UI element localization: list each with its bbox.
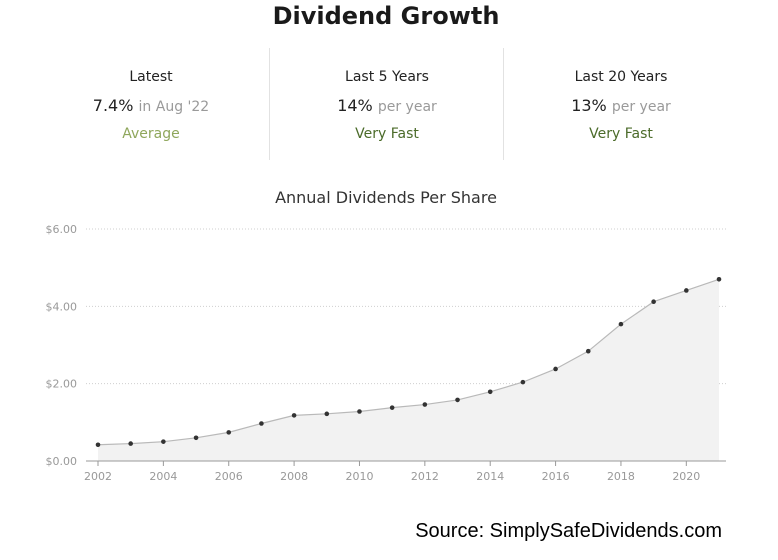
data-point xyxy=(291,413,297,418)
data-point xyxy=(716,276,722,282)
page-title: Dividend Growth xyxy=(272,2,500,30)
data-point xyxy=(455,397,460,403)
stat-value: 7.4% in Aug '22 xyxy=(34,96,268,115)
x-tick-label: 2004 xyxy=(149,470,177,483)
stat-value: 13% per year xyxy=(504,96,738,115)
dividends-chart: $0.00 $2.00 $4.00 $6.00 2002 2004 2006 2008 2010… xyxy=(46,223,726,483)
y-tick-label: $0.00 xyxy=(46,455,78,468)
data-point xyxy=(193,435,199,441)
stat-label: Latest xyxy=(129,69,173,85)
stat-label: Last 5 Years xyxy=(345,69,429,85)
x-tick-label: 2016 xyxy=(542,470,570,483)
data-point xyxy=(324,411,330,417)
stat-rating: Very Fast xyxy=(355,126,419,142)
stat-sub: in Aug '22 xyxy=(138,99,210,115)
data-point xyxy=(357,409,362,414)
stat-last-5-years: Last 5 Years 14% per year Very Fast xyxy=(269,48,504,160)
x-tick-label: 2008 xyxy=(280,470,308,483)
x-tick-label: 2010 xyxy=(345,470,373,483)
data-point xyxy=(128,441,133,446)
stat-latest: Latest 7.4% in Aug '22 Average xyxy=(34,48,268,160)
data-point xyxy=(226,430,232,435)
x-tick-label: 2012 xyxy=(411,470,439,483)
y-tick-label: $2.00 xyxy=(46,378,78,391)
stat-sub: per year xyxy=(377,99,437,115)
source-credit: Source: SimplySafeDividends.com xyxy=(415,520,722,542)
x-tick-label: 2002 xyxy=(84,470,112,483)
data-point xyxy=(553,366,558,372)
x-tick-label: 2014 xyxy=(476,470,504,483)
stat-number: 14% xyxy=(337,96,373,115)
series-area xyxy=(98,279,719,461)
stat-rating: Very Fast xyxy=(589,126,653,142)
stat-number: 13% xyxy=(571,96,607,115)
stat-value: 14% per year xyxy=(270,96,504,115)
data-point xyxy=(422,402,428,407)
x-tick-label: 2018 xyxy=(607,470,635,483)
data-point xyxy=(95,442,101,448)
data-point xyxy=(487,389,493,395)
stat-sub: per year xyxy=(611,99,671,115)
stat-rating: Average xyxy=(122,126,180,142)
data-point xyxy=(585,348,591,354)
stat-number: 7.4% xyxy=(92,96,134,115)
series-line xyxy=(97,278,720,446)
x-tick-label: 2006 xyxy=(215,470,243,483)
data-point xyxy=(259,421,264,426)
y-tick-label: $4.00 xyxy=(46,300,78,313)
data-point xyxy=(161,439,166,444)
data-point xyxy=(389,405,395,410)
x-tick-label: 2020 xyxy=(672,470,700,483)
y-tick-label: $6.00 xyxy=(46,223,78,236)
data-point xyxy=(520,379,526,385)
data-point xyxy=(618,321,624,327)
chart-title: Annual Dividends Per Share xyxy=(275,188,497,207)
data-point xyxy=(651,299,656,304)
stat-label: Last 20 Years xyxy=(574,69,668,85)
stat-last-20-years: Last 20 Years 13% per year Very Fast xyxy=(503,48,738,160)
data-point xyxy=(684,288,689,293)
